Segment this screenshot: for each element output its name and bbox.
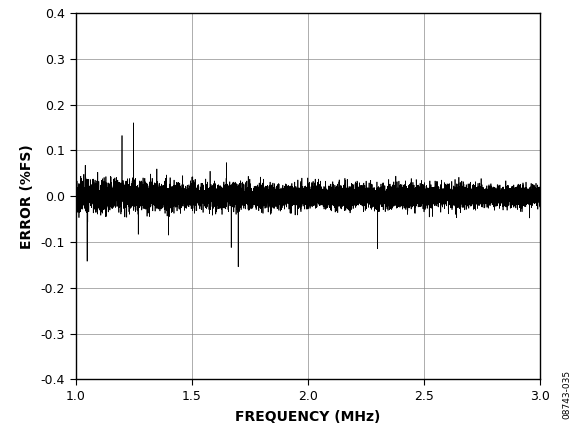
X-axis label: FREQUENCY (MHz): FREQUENCY (MHz) (235, 410, 381, 424)
Y-axis label: ERROR (%FS): ERROR (%FS) (20, 144, 34, 249)
Text: 08743-035: 08743-035 (562, 369, 571, 419)
